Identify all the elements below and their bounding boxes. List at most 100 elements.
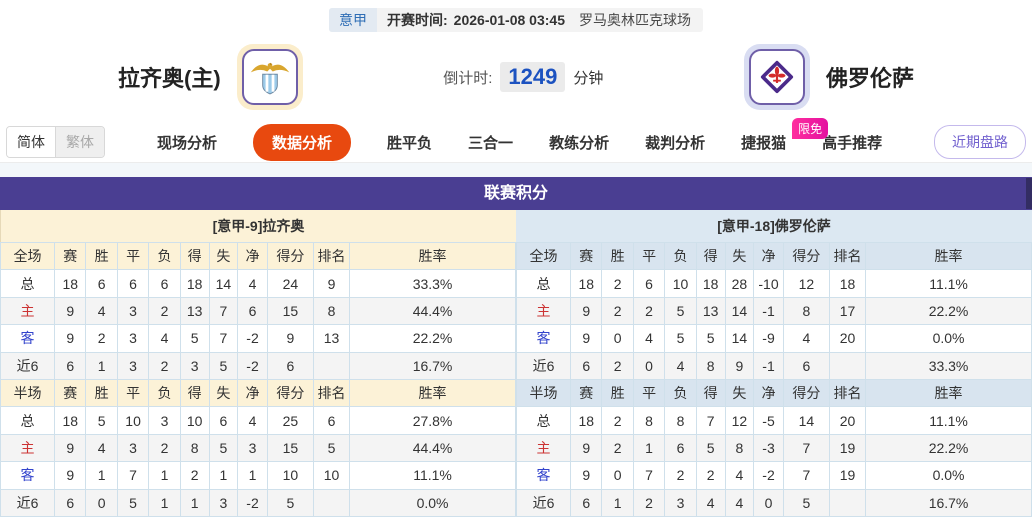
table-cell: 33.3% xyxy=(865,351,1032,380)
column-header: 赛 xyxy=(54,241,87,271)
home-rank-subtitle: [意甲-9]拉齐奥 xyxy=(0,210,516,242)
scrollbar-thumb[interactable] xyxy=(1026,178,1032,209)
recent-trends-button[interactable]: 近期盘路 xyxy=(934,125,1026,159)
column-header: 胜 xyxy=(601,241,634,271)
table-cell: 9 xyxy=(570,433,603,463)
table-row: 客 9 0 4 5 5 14 -9 4 20 0.0% xyxy=(515,324,1032,353)
table-cell: -5 xyxy=(753,406,784,435)
column-header: 净 xyxy=(237,378,268,408)
tab-live-analysis[interactable]: 现场分析 xyxy=(157,134,218,152)
column-header: 得 xyxy=(179,378,210,408)
table-cell: 2 xyxy=(632,296,666,326)
column-header: 负 xyxy=(664,241,697,271)
table-cell: 5 xyxy=(664,296,697,326)
column-header: 排名 xyxy=(313,241,351,271)
column-header: 负 xyxy=(664,378,697,408)
table-cell: 18 xyxy=(54,269,87,298)
table-row: 主 9 2 1 6 5 8 -3 7 19 22.2% xyxy=(515,433,1032,463)
table-cell: 44.4% xyxy=(349,433,516,463)
table-cell: 10 xyxy=(116,406,150,435)
table-cell: 5 xyxy=(266,488,315,517)
tab-coach-analysis[interactable]: 教练分析 xyxy=(549,134,610,152)
tab-expert-picks[interactable]: 高手推荐 xyxy=(822,134,883,152)
column-header: 净 xyxy=(237,241,268,271)
table-cell: 24 xyxy=(266,269,315,298)
table-cell: 6 xyxy=(664,433,697,463)
table-cell: 18 xyxy=(179,269,210,298)
table-cell: 7 xyxy=(782,461,831,490)
row-label: 主 xyxy=(515,433,572,463)
table-cell: 9 xyxy=(313,269,351,298)
table-cell: 0 xyxy=(601,461,634,490)
table-cell: -10 xyxy=(753,269,784,298)
table-cell: 9 xyxy=(570,324,603,353)
row-label: 总 xyxy=(515,406,572,435)
table-cell: -3 xyxy=(753,433,784,463)
table-cell: 20 xyxy=(829,406,867,435)
table-cell: 9 xyxy=(54,461,87,490)
column-header: 赛 xyxy=(570,378,603,408)
column-header: 赛 xyxy=(570,241,603,271)
table-row: 主 9 4 3 2 13 7 6 15 8 44.4% xyxy=(0,296,516,326)
column-header: 平 xyxy=(116,378,150,408)
countdown-unit: 分钟 xyxy=(573,69,604,87)
table-row: 总 18 2 6 10 18 28 -10 12 18 11.1% xyxy=(515,269,1032,298)
table-cell: -2 xyxy=(237,488,268,517)
table-cell: 16.7% xyxy=(865,488,1032,517)
table-cell: 5 xyxy=(208,351,239,380)
table-cell: 6 xyxy=(570,351,603,380)
table-cell: 2 xyxy=(148,351,181,380)
table-cell: 0 xyxy=(85,488,118,517)
teams-header: 拉齐奥(主) 倒计时: 1249 分钟 xyxy=(0,32,1032,122)
table-cell: 2 xyxy=(85,324,118,353)
table-cell: 6 xyxy=(148,269,181,298)
lang-traditional-button[interactable]: 繁体 xyxy=(56,127,104,157)
lazio-eagle-crest-icon xyxy=(241,49,298,105)
table-cell: 4 xyxy=(148,324,181,353)
column-header: 得分 xyxy=(266,241,315,271)
table-cell: 20 xyxy=(829,324,867,353)
table-cell: 1 xyxy=(601,488,634,517)
row-label: 总 xyxy=(0,406,56,435)
table-cell: 7 xyxy=(208,296,239,326)
table-cell: 5 xyxy=(179,324,210,353)
table-cell: 8 xyxy=(695,351,726,380)
league-points-title: 联赛积分 xyxy=(483,185,548,202)
table-cell: 4 xyxy=(664,351,697,380)
table-cell: 6 xyxy=(208,406,239,435)
column-header: 失 xyxy=(724,378,755,408)
table-cell: 2 xyxy=(179,461,210,490)
lang-simplified-button[interactable]: 简体 xyxy=(7,127,56,157)
table-cell: 22.2% xyxy=(865,296,1032,326)
tab-three-in-one[interactable]: 三合一 xyxy=(468,134,514,152)
column-header: 得分 xyxy=(266,378,315,408)
tab-referee-analysis[interactable]: 裁判分析 xyxy=(645,134,706,152)
away-team-name: 佛罗伦萨 xyxy=(825,66,914,91)
table-cell: 7 xyxy=(782,433,831,463)
table-cell: 1 xyxy=(179,488,210,517)
column-header: 负 xyxy=(148,241,181,271)
table-cell: 7 xyxy=(208,324,239,353)
column-header: 排名 xyxy=(829,241,867,271)
tab-jiebao-cat[interactable]: 捷报猫 限免 xyxy=(741,117,829,153)
table-cell: 9 xyxy=(54,433,87,463)
table-cell: 8 xyxy=(782,296,831,326)
column-header: 失 xyxy=(208,378,239,408)
table-cell: 0 xyxy=(753,488,784,517)
table-cell: 4 xyxy=(695,488,726,517)
home-stats-table: 全场赛胜平负得失净得分 排名 胜率总 18 6 6 6 18 14 4 24 9 33.3% 主 9 4 3 2 1… xyxy=(0,241,516,517)
tab-data-analysis-active[interactable]: 数据分析 xyxy=(253,123,352,161)
table-cell: 1 xyxy=(148,461,181,490)
table-cell: 28 xyxy=(724,269,755,298)
table-cell: 14 xyxy=(724,324,755,353)
table-cell: 9 xyxy=(724,351,755,380)
table-cell: 2 xyxy=(601,269,634,298)
table-cell: 3 xyxy=(237,433,268,463)
table-cell: 25 xyxy=(266,406,315,435)
column-header: 胜率 xyxy=(865,378,1032,408)
table-cell: 7 xyxy=(116,461,150,490)
tab-win-draw-lose[interactable]: 胜平负 xyxy=(387,134,433,152)
table-row: 近6 6 2 0 4 8 9 -1 6 33.3% xyxy=(515,351,1032,380)
row-label: 近6 xyxy=(0,351,56,380)
table-cell: 5 xyxy=(695,324,726,353)
